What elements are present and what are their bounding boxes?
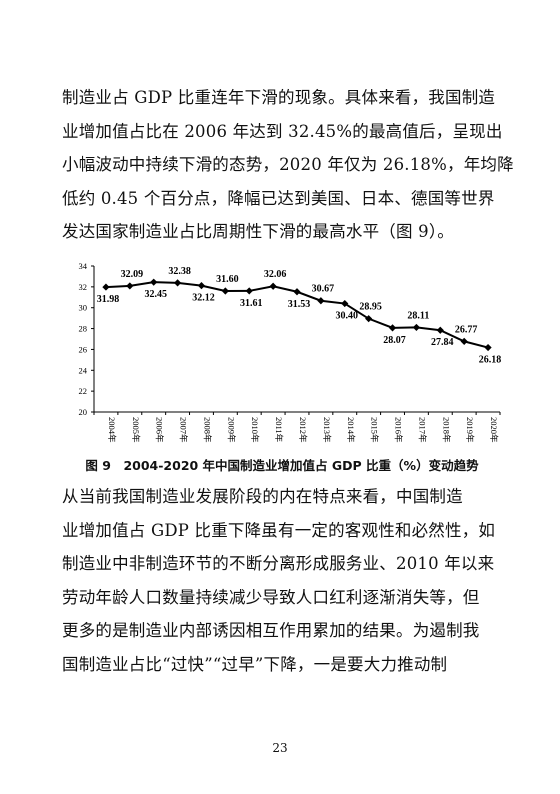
text-line: 劳动年龄人口数量持续减少导致人口红利逐渐消失等，但	[62, 587, 480, 607]
data-label: 26.18	[479, 355, 502, 366]
paragraph-1: 制造业占 GDP 比重连年下滑的现象。具体来看，我国制造 业增加值占比在 200…	[62, 81, 514, 249]
text-line: 从当前我国制造业发展阶段的内在特点来看，中国制造	[62, 487, 463, 506]
data-label: 32.38	[168, 266, 191, 277]
data-label: 31.61	[240, 298, 263, 309]
text-line: 业增加值占比在 2006 年达到 32.45%的最高值后，呈现出	[62, 121, 503, 141]
data-label: 32.12	[192, 293, 215, 304]
y-tick-label: 22	[79, 386, 88, 396]
x-tick-label: 2011年	[274, 417, 284, 443]
data-label: 28.11	[407, 310, 429, 321]
text-line: 小幅波动中持续下滑的态势，2020 年仅为 26.18%，年均降	[62, 155, 514, 174]
data-point	[126, 282, 134, 290]
x-tick-label: 2018年	[441, 417, 451, 443]
text-line: 低约 0.45 个百分点，降幅已达到美国、日本、德国等世界	[62, 188, 495, 208]
data-label: 32.09	[121, 269, 144, 280]
data-point	[102, 283, 110, 291]
y-tick-label: 24	[79, 365, 88, 375]
text-line: 发达国家制造业占比周期性下滑的最高水平（图 9）。	[62, 222, 454, 241]
text-line: 制造业占 GDP 比重连年下滑的现象。具体来看，我国制造	[62, 88, 496, 107]
data-point	[365, 315, 373, 323]
data-point	[245, 287, 253, 295]
data-point	[484, 343, 492, 352]
data-label: 31.98	[97, 294, 120, 305]
data-point	[388, 324, 397, 332]
y-tick-label: 34	[79, 261, 88, 271]
x-tick-label: 2015年	[370, 417, 380, 443]
data-label: 32.06	[264, 269, 287, 280]
data-label: 31.60	[216, 274, 239, 285]
data-label: 30.67	[312, 284, 335, 295]
paragraph-2: 从当前我国制造业发展阶段的内在特点来看，中国制造 业增加值占 GDP 比重下降虽…	[62, 480, 502, 681]
data-point	[150, 278, 158, 286]
text-line: 国制造业占比“过快”“过早”下降，一是要大力推动制	[62, 654, 448, 674]
data-point	[460, 337, 468, 345]
chart-axes	[93, 266, 500, 413]
data-label: 31.53	[288, 299, 311, 310]
x-tick-label: 2010年	[250, 417, 260, 443]
y-axis-ticks: 20 22 24 26 28 30 32 34	[79, 261, 94, 417]
data-point	[197, 282, 206, 290]
data-label: 28.95	[359, 302, 382, 313]
y-tick-label: 26	[79, 344, 88, 354]
text-line: 业增加值占 GDP 比重下降虽有一定的客观性和必然性，如	[62, 520, 496, 540]
figure-caption: 图 9 2004-2020 年中国制造业增加值占 GDP 比重（%）变动趋势	[85, 458, 479, 473]
x-tick-label: 2016年	[394, 417, 404, 443]
data-point	[221, 287, 229, 295]
data-label: 28.07	[383, 335, 406, 346]
x-tick-label: 2005年	[131, 417, 141, 443]
data-point	[341, 299, 349, 308]
y-tick-label: 20	[79, 407, 88, 417]
data-label: 26.77	[455, 324, 478, 335]
x-tick-label: 2014年	[346, 417, 356, 443]
x-tick-label: 2006年	[155, 417, 165, 443]
data-point	[173, 279, 182, 287]
x-tick-label: 2012年	[298, 417, 308, 443]
y-tick-label: 30	[79, 303, 88, 313]
data-label: 30.40	[336, 311, 359, 322]
text-line: 更多的是制造业内部诱因相互作用累加的结果。为遏制我	[62, 621, 480, 640]
data-point	[317, 297, 325, 305]
y-tick-label: 32	[79, 282, 88, 292]
data-label: 27.84	[431, 337, 454, 348]
x-tick-label: 2004年	[107, 417, 117, 443]
x-tick-label: 2017年	[417, 417, 427, 443]
x-tick-label: 2013年	[322, 417, 332, 443]
x-tick-label: 2019年	[465, 417, 475, 443]
x-tick-label: 2008年	[202, 417, 212, 443]
data-point	[412, 323, 421, 332]
data-label: 32.45	[144, 289, 167, 300]
x-tick-label: 2007年	[179, 417, 189, 443]
x-tick-label: 2020年	[489, 417, 499, 443]
page-number: 23	[272, 741, 288, 755]
data-point	[293, 288, 301, 296]
text-line: 制造业中非制造环节的不断分离形成服务业、2010 年以来	[62, 554, 495, 573]
y-tick-label: 28	[79, 324, 88, 334]
x-axis-ticks: 2004年 2005年 2006年 2007年 2008年 2009年 2010年 2011年…	[93, 412, 501, 443]
x-tick-label: 2009年	[226, 417, 236, 443]
data-point	[269, 282, 277, 290]
data-point	[436, 326, 444, 334]
